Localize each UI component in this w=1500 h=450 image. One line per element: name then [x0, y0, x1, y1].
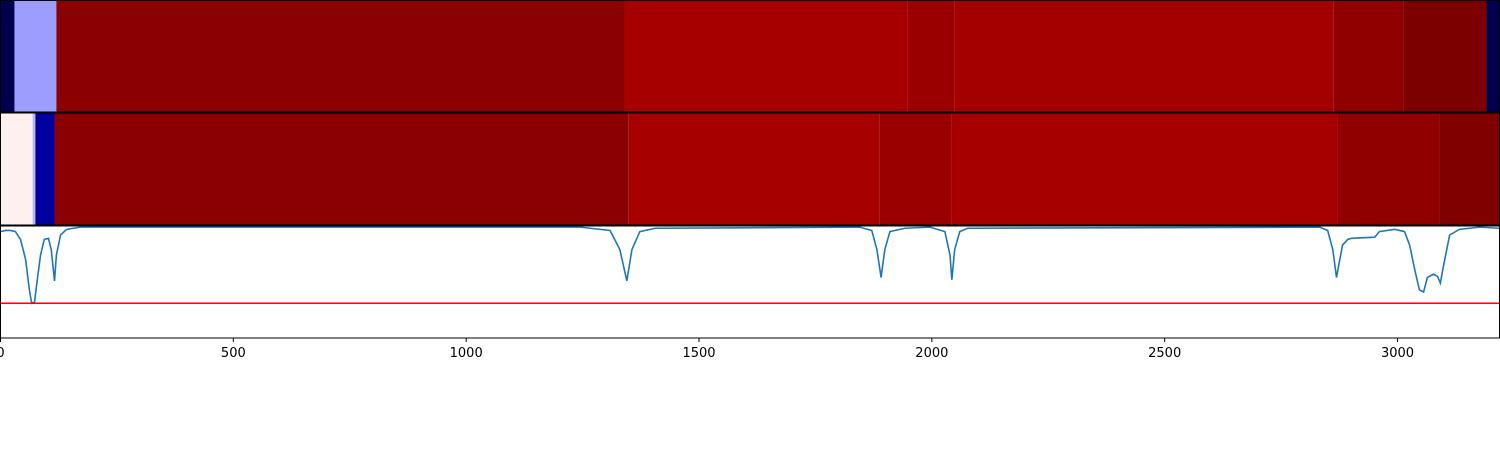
heatmap-cell	[32, 113, 36, 225]
x-tick-label: 3000	[1381, 346, 1414, 361]
heatmap-cell	[54, 113, 629, 225]
x-tick-label: 1000	[450, 346, 483, 361]
heatmap-cell	[954, 0, 1334, 112]
x-tick-label: 0	[0, 346, 5, 361]
heatmap-cell	[624, 0, 908, 112]
heatmap-cell	[628, 113, 880, 225]
heatmap-cell	[0, 0, 15, 112]
heatmap-cell	[1333, 0, 1404, 112]
x-tick-label: 1500	[682, 346, 715, 361]
heatmap-cell	[0, 113, 33, 225]
x-tick-label: 2500	[1148, 346, 1181, 361]
heatmap-cell	[1439, 113, 1500, 225]
heatmap-cell	[35, 113, 55, 225]
heatmap-cell	[1337, 113, 1440, 225]
line-series	[0, 226, 1500, 305]
heatmap-cell	[1403, 0, 1487, 112]
heatmap-cell	[879, 113, 952, 225]
plot-frame	[0, 225, 1500, 339]
heatmap-cell	[1486, 0, 1500, 112]
heatmap-cell	[56, 0, 625, 112]
heatmap-cell	[14, 0, 57, 112]
x-tick-label: 2000	[915, 346, 948, 361]
heatmap-cell	[951, 113, 1338, 225]
heatmap-cell	[907, 0, 955, 112]
x-tick-label: 500	[221, 346, 246, 361]
